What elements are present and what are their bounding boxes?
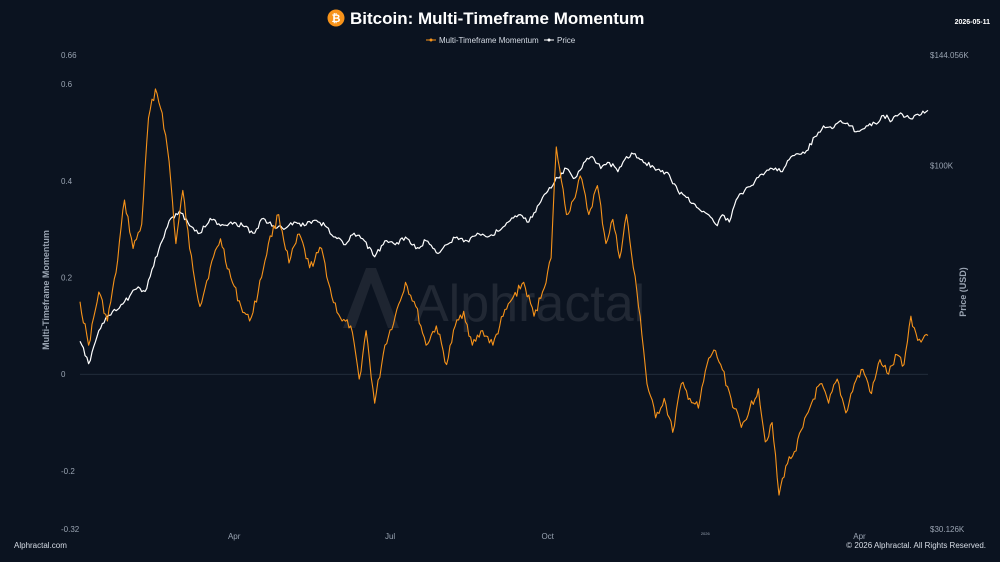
left-tick-label: 0.2 [61, 273, 73, 282]
left-tick-label: 0.4 [61, 177, 73, 186]
right-axis: $144.056K $100K $30.126K [930, 51, 969, 534]
left-tick-label: -0.32 [61, 525, 80, 534]
legend-label-momentum: Multi-Timeframe Momentum [439, 36, 539, 45]
left-tick-label: 0.6 [61, 80, 73, 89]
watermark-logo-icon [343, 268, 399, 328]
left-tick-label: 0 [61, 370, 66, 379]
right-tick-label: $144.056K [930, 51, 969, 60]
footer-copyright: © 2026 Alphractal. All Rights Reserved. [846, 541, 986, 550]
watermark-text: Alphractal [414, 275, 645, 333]
series-momentum-line [79, 88, 929, 496]
x-tick-label: Jul [385, 532, 395, 541]
x-tick-label: Apr [228, 532, 241, 541]
watermark: Alphractal [343, 268, 645, 333]
right-axis-title: Price (USD) [958, 267, 968, 317]
legend: Multi-Timeframe Momentum Price [426, 36, 576, 45]
x-tick-label: Oct [541, 532, 554, 541]
x-tick-label: 2026 [701, 531, 711, 536]
left-tick-label: 0.66 [61, 51, 77, 60]
x-axis: Apr Jul Oct 2026 Apr [228, 531, 866, 541]
legend-marker-momentum [429, 38, 433, 42]
bitcoin-glyph: ₿ [332, 12, 341, 25]
left-tick-label: -0.2 [61, 467, 75, 476]
legend-marker-price [547, 38, 551, 42]
right-tick-label: $30.126K [930, 525, 965, 534]
chart-title: Bitcoin: Multi-Timeframe Momentum [350, 9, 644, 28]
chart-header: ₿ Bitcoin: Multi-Timeframe Momentum 2026… [327, 9, 991, 28]
series-price-line [79, 109, 929, 365]
right-tick-label: $100K [930, 162, 954, 171]
bitcoin-icon [327, 9, 345, 27]
chart-date: 2026-05-11 [955, 19, 991, 26]
x-tick-label: Apr [853, 532, 866, 541]
footer-site: Alphractal.com [14, 541, 67, 550]
chart-footer: Alphractal.com © 2026 Alphractal. All Ri… [14, 541, 986, 550]
legend-label-price: Price [557, 36, 576, 45]
left-axis-title: Multi-Timeframe Momentum [41, 230, 51, 350]
left-axis: 0.66 0.6 0.4 0.2 0 -0.2 -0.32 [61, 51, 80, 534]
